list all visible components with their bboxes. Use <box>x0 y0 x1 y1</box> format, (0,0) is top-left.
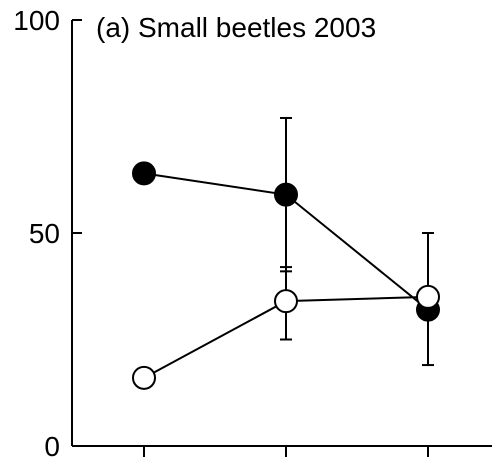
axes: 0 50 100 <box>13 5 492 460</box>
data-point-filled <box>132 161 156 186</box>
y-tick-label: 0 <box>44 431 60 460</box>
data-point-open <box>416 284 440 309</box>
data-point-open <box>274 289 298 314</box>
chart-marks <box>132 116 440 390</box>
y-tick-label: 50 <box>29 218 60 249</box>
data-point-open <box>132 365 156 390</box>
chart-title: (a) Small beetles 2003 <box>96 12 376 43</box>
data-point-filled <box>274 182 298 207</box>
y-tick-label: 100 <box>13 5 60 36</box>
